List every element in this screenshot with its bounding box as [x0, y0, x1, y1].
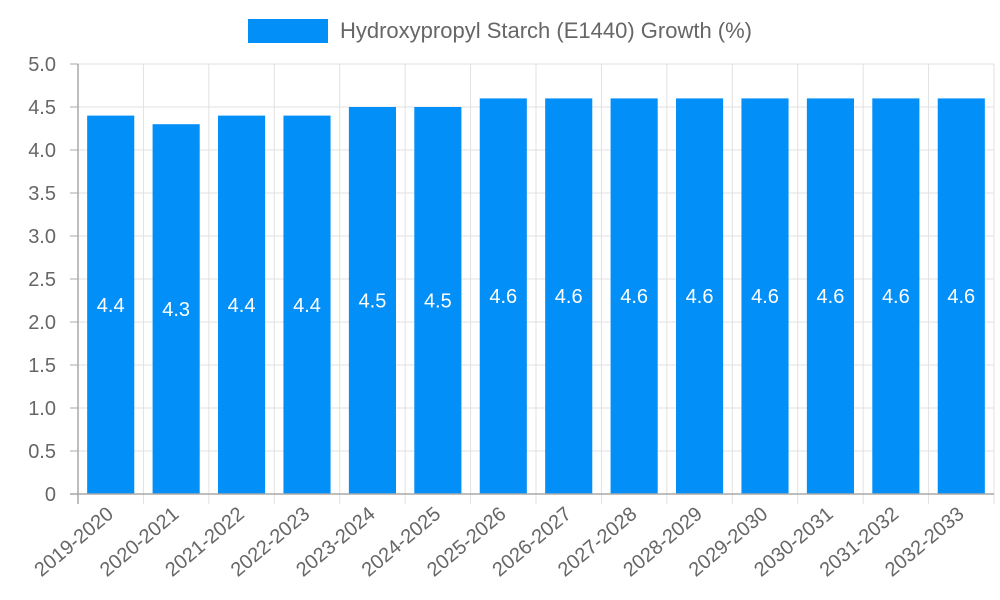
- bar-value-label: 4.4: [97, 295, 125, 317]
- bar[interactable]: [610, 98, 658, 495]
- bar-value-label: 4.6: [817, 286, 845, 308]
- bar[interactable]: [218, 115, 266, 494]
- chart-legend[interactable]: Hydroxypropyl Starch (E1440) Growth (%): [0, 18, 1000, 44]
- bar[interactable]: [872, 98, 920, 495]
- bar[interactable]: [741, 98, 789, 495]
- bar[interactable]: [545, 98, 593, 495]
- bar[interactable]: [152, 124, 200, 494]
- y-tick-label: 5.0: [28, 54, 56, 76]
- legend-label: Hydroxypropyl Starch (E1440) Growth (%): [339, 18, 753, 43]
- bar[interactable]: [479, 98, 527, 495]
- bar[interactable]: [676, 98, 724, 495]
- y-tick-label: 0.5: [28, 441, 56, 463]
- bar-value-label: 4.3: [162, 299, 190, 321]
- bar[interactable]: [937, 98, 985, 495]
- bar[interactable]: [806, 98, 854, 495]
- bar[interactable]: [348, 107, 396, 494]
- bar-value-label: 4.6: [620, 286, 648, 308]
- y-tick-label: 0: [45, 484, 56, 506]
- bar-value-label: 4.6: [947, 286, 975, 308]
- y-tick-label: 3.0: [28, 226, 56, 248]
- bar-value-label: 4.6: [686, 286, 714, 308]
- bar-value-label: 4.6: [882, 286, 910, 308]
- bar-value-label: 4.6: [555, 286, 583, 308]
- y-tick-label: 2.0: [28, 312, 56, 334]
- y-tick-label: 4.0: [28, 140, 56, 162]
- y-tick-label: 3.5: [28, 183, 56, 205]
- bar-value-label: 4.6: [751, 286, 779, 308]
- axes: [70, 64, 994, 504]
- bar[interactable]: [283, 115, 331, 494]
- bars: 4.4 4.3 4.4 4.4 4.5 4.5 4.6 4.6 4.6 4.6 4.6 4.6 4.6 4…: [87, 98, 985, 495]
- bar[interactable]: [414, 107, 462, 494]
- bar-value-label: 4.5: [424, 291, 452, 313]
- grid-lines: [77, 63, 995, 504]
- bar-value-label: 4.5: [359, 291, 387, 313]
- y-tick-label: 1.5: [28, 355, 56, 377]
- bar[interactable]: [87, 115, 135, 494]
- x-axis-ticks: 2019-20202020-20212021-20222022-20232023…: [31, 503, 969, 581]
- y-tick-label: 1.0: [28, 398, 56, 420]
- bar-value-label: 4.4: [293, 295, 321, 317]
- y-axis-ticks: 0 0.5 1.0 1.5 2.0 2.5 3.0 3.5 4.0 4.5 5.0: [28, 54, 78, 506]
- legend-swatch: [247, 19, 328, 43]
- y-tick-label: 4.5: [28, 97, 56, 119]
- y-tick-label: 2.5: [28, 269, 56, 291]
- bar-value-label: 4.6: [489, 286, 517, 308]
- bar-value-label: 4.4: [228, 295, 256, 317]
